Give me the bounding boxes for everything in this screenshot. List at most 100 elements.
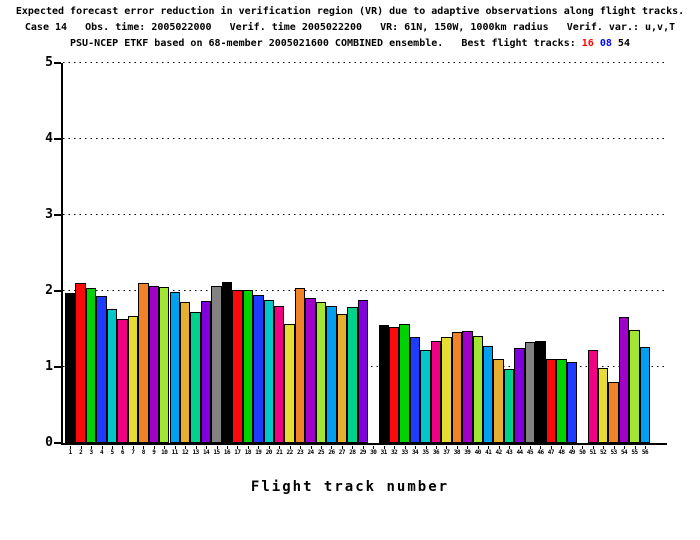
bar-track-28 [347, 306, 358, 443]
x-tick-44 [519, 446, 521, 449]
y-tick-label-5: 5 [45, 55, 53, 70]
bar-track-33 [399, 323, 410, 443]
bar-track-45 [524, 341, 536, 443]
y-tick-2 [54, 290, 61, 292]
x-tick-28 [352, 446, 354, 449]
gridline-4 [63, 138, 667, 139]
x-tick-40 [477, 446, 479, 449]
best-track-3: 54 [617, 38, 630, 49]
bar-track-23 [294, 287, 306, 443]
bar-track-34 [409, 336, 421, 443]
bar-track-15 [211, 285, 222, 443]
x-tick-46 [540, 446, 542, 449]
bar-track-21 [274, 306, 285, 443]
bar-track-39 [462, 330, 473, 443]
x-tick-25 [321, 446, 323, 449]
x-axis-line [61, 443, 667, 445]
bar-track-31 [378, 325, 389, 443]
bar-track-29 [357, 300, 369, 443]
x-tick-16 [226, 446, 228, 449]
x-tick-6 [122, 446, 124, 449]
x-tick-label-41: 41 [485, 449, 492, 456]
bar-track-38 [451, 332, 463, 443]
x-tick-label-51: 51 [589, 449, 597, 456]
x-tick-label-42: 42 [495, 449, 503, 456]
x-tick-label-38: 38 [453, 449, 461, 456]
x-tick-label-17: 17 [234, 449, 241, 456]
x-tick-label-26: 26 [328, 449, 335, 456]
bar-track-40 [472, 335, 483, 443]
x-tick-45 [530, 446, 532, 449]
x-tick-label-19: 19 [255, 449, 262, 456]
bar-track-42 [493, 358, 504, 443]
bar-track-32 [388, 327, 400, 443]
x-tick-label-3: 3 [89, 449, 94, 456]
x-tick-51 [592, 446, 594, 449]
x-tick-32 [394, 446, 396, 449]
x-tick-33 [404, 446, 406, 449]
x-tick-label-44: 44 [516, 449, 523, 456]
x-tick-label-4: 4 [100, 449, 104, 456]
x-tick-label-14: 14 [202, 449, 210, 456]
bar-track-19 [253, 294, 264, 443]
gridline-3 [63, 214, 667, 215]
x-tick-label-18: 18 [244, 449, 252, 456]
x-tick-label-34: 34 [411, 449, 419, 456]
x-tick-label-12: 12 [182, 449, 189, 456]
bar-track-18 [242, 290, 254, 443]
bar-track-55 [629, 329, 640, 443]
x-tick-30 [373, 446, 375, 449]
x-tick-18 [247, 446, 249, 449]
bar-track-25 [315, 301, 327, 443]
bar-track-54 [618, 316, 630, 443]
bar-track-46 [535, 341, 546, 443]
x-tick-label-45: 45 [526, 449, 534, 456]
gridline-2 [63, 290, 667, 291]
x-tick-27 [341, 446, 343, 449]
x-tick-7 [132, 446, 134, 449]
x-tick-label-9: 9 [152, 449, 156, 456]
x-tick-label-30: 30 [370, 449, 377, 456]
x-tick-52 [603, 446, 605, 449]
x-tick-label-6: 6 [120, 449, 125, 456]
x-tick-label-13: 13 [192, 449, 199, 456]
bar-track-37 [441, 337, 452, 443]
bar-track-26 [326, 306, 337, 443]
x-tick-36 [435, 446, 437, 449]
x-tick-label-56: 56 [641, 449, 649, 456]
x-tick-label-47: 47 [547, 449, 555, 456]
x-tick-label-37: 37 [443, 449, 450, 456]
x-tick-label-35: 35 [422, 449, 429, 456]
bar-track-27 [336, 313, 348, 443]
bar-track-6 [117, 319, 128, 443]
best-track-1: 16 [581, 38, 594, 49]
y-axis-line [61, 63, 63, 443]
bar-track-51 [587, 349, 598, 443]
bar-track-47 [545, 358, 557, 443]
x-tick-10 [164, 446, 166, 449]
y-tick-label-0: 0 [45, 435, 53, 450]
y-tick-label-1: 1 [45, 359, 53, 374]
x-tick-2 [80, 446, 82, 449]
x-tick-label-20: 20 [265, 449, 273, 456]
x-tick-29 [362, 446, 364, 449]
bar-track-43 [503, 368, 515, 443]
x-tick-label-55: 55 [631, 449, 638, 456]
x-tick-3 [91, 446, 93, 449]
chart-subtitle-ensemble-info: PSU-NCEP ETKF based on 68-member 2005021… [0, 38, 700, 49]
x-tick-48 [561, 446, 563, 449]
x-tick-label-39: 39 [464, 449, 471, 456]
bar-track-7 [127, 316, 139, 443]
y-tick-5 [54, 62, 61, 64]
bar-track-17 [232, 290, 243, 443]
x-tick-label-31: 31 [380, 449, 388, 456]
bar-track-2 [75, 283, 86, 443]
x-tick-label-29: 29 [359, 449, 367, 456]
x-tick-label-32: 32 [391, 449, 398, 456]
bar-track-48 [556, 359, 567, 443]
chart-subtitle-case-info: Case 14 Obs. time: 2005022000 Verif. tim… [24, 22, 676, 33]
bar-track-24 [305, 297, 316, 443]
x-tick-23 [300, 446, 302, 449]
bar-track-14 [200, 300, 212, 443]
bar-track-41 [483, 345, 494, 443]
